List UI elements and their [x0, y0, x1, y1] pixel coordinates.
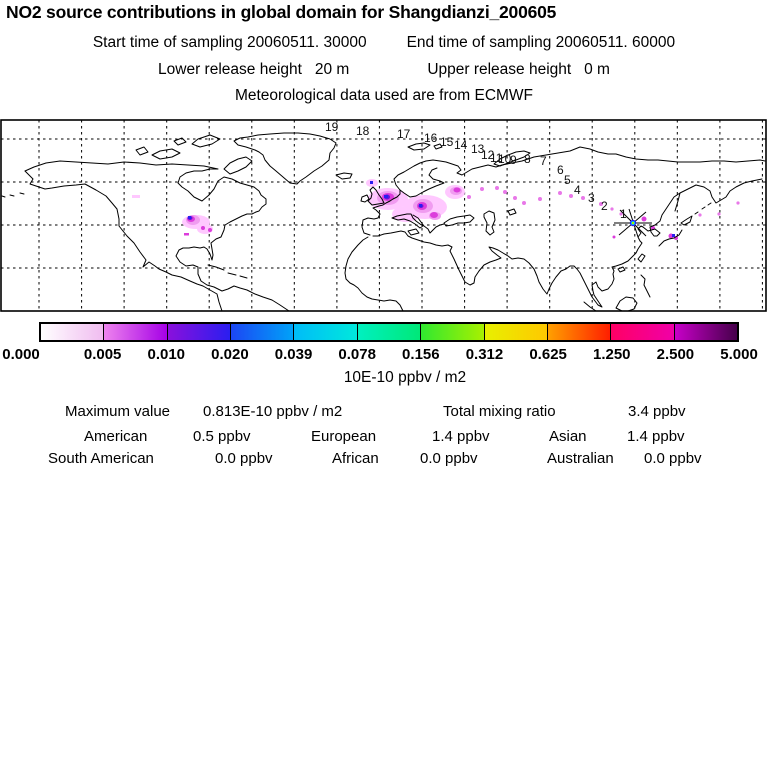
african-label: African	[332, 450, 379, 467]
colorbar-segment	[547, 324, 612, 340]
colorbar-segment	[484, 324, 548, 340]
meteo-text: Meteorological data used are from ECMWF	[234, 87, 534, 104]
african-value: 0.0 ppbv	[420, 450, 478, 467]
trajectory-hour-label: 11	[490, 151, 503, 165]
colorbar-segment	[231, 324, 295, 340]
meteo-source-line: Meteorological data used are from ECMWF	[0, 87, 768, 105]
colorbar-tick-label: 1.250	[592, 346, 631, 363]
contribution-field	[132, 179, 740, 240]
colorbar-segment	[674, 324, 737, 340]
colorbar-tick-label: 0.020	[211, 346, 249, 363]
max-value-label: Maximum value	[65, 403, 171, 420]
european-value: 1.4 ppbv	[432, 428, 490, 445]
lower-release-text: Lower release height 20 m	[158, 61, 350, 78]
trajectory-hour-label: 18	[356, 124, 370, 138]
trajectory-hour-label: 4	[574, 183, 581, 197]
colorbar-segment	[294, 324, 358, 340]
trajectory-hour-label: 6	[557, 163, 564, 177]
trajectory-hour-label: 12	[481, 148, 495, 162]
colorbar-segment	[357, 324, 422, 340]
trajectory-hour-label: 19	[325, 120, 339, 134]
colorbar-tick-label: 2.500	[656, 346, 695, 363]
total-ratio-label: Total mixing ratio	[443, 403, 556, 420]
max-value-text: 0.813E-10 ppbv / m2	[203, 403, 343, 420]
colorbar-tick-label: 0.625	[529, 346, 567, 363]
colorbar-segment	[421, 324, 485, 340]
upper-release-text: Upper release height 0 m	[427, 61, 610, 78]
map-canvas	[0, 119, 767, 312]
trajectory-hour-label: 13	[471, 142, 485, 156]
trajectory-hour-label: 3	[588, 191, 595, 205]
colorbar-tick-label: 0.000	[2, 346, 40, 363]
colorbar-tick-label: 5.000	[720, 346, 758, 363]
sampling-times-line: Start time of sampling 20060511. 30000 E…	[0, 34, 768, 52]
european-label: European	[311, 428, 377, 445]
colorbar-unit-label: 10E-10 ppbv / m2	[343, 369, 467, 386]
colorbar-segment	[167, 324, 232, 340]
colorbar-tick-label: 0.005	[83, 346, 122, 363]
map-frame	[0, 119, 767, 312]
colorbar-segment	[104, 324, 168, 340]
colorbar-segment	[41, 324, 105, 340]
colorbar-track	[39, 322, 739, 342]
trajectory-hour-label: 5	[564, 173, 571, 187]
start-time-text: Start time of sampling 20060511. 30000	[92, 34, 367, 51]
page-title: NO2 source contributions in global domai…	[6, 2, 557, 22]
colorbar-tick-label: 0.078	[338, 346, 376, 363]
south-american-label: South American	[48, 450, 154, 467]
american-label: American	[84, 428, 148, 445]
graticule	[1, 120, 766, 311]
australian-value: 0.0 ppbv	[644, 450, 702, 467]
trajectory-hour-label: 2	[601, 199, 608, 213]
colorbar-tick-label: 0.010	[147, 346, 186, 363]
trajectory-hour-label: 17	[397, 127, 411, 141]
release-heights-line: Lower release height 20 m Upper release …	[0, 61, 768, 79]
colorbar-tick-label: 0.312	[465, 346, 504, 363]
trajectory-labels: 19 18 17 16 15 14 13 12 11 10 9 8 7 6 5 4 3 2 1	[0, 0, 768, 312]
trajectory-hour-label: 14	[454, 138, 468, 152]
colorbar-tick-label: 0.039	[274, 346, 313, 363]
trajectory-hour-label: 1	[620, 207, 627, 221]
trajectory-hour-label: 9	[510, 153, 517, 167]
world-map: 19 18 17 16 15 14 13 12 11 10 9 8 7 6 5 4 3 2 1	[0, 119, 768, 312]
south-american-value: 0.0 ppbv	[215, 450, 273, 467]
trajectory-hour-label: 10	[498, 152, 512, 166]
colorbar-ticks: 0.000 0.005 0.010 0.020 0.039 0.078 0.156 0.312…	[0, 346, 768, 364]
colorbar-segment	[611, 324, 675, 340]
station-marker	[614, 208, 652, 238]
trajectory-hour-label: 8	[524, 152, 531, 166]
end-time-text: End time of sampling 20060511. 60000	[406, 34, 676, 51]
total-ratio-value: 3.4 ppbv	[628, 403, 686, 420]
coastlines	[1, 132, 766, 312]
asian-label: Asian	[549, 428, 587, 445]
asian-value: 1.4 ppbv	[627, 428, 685, 445]
colorbar-tick-label: 0.156	[402, 346, 440, 363]
australian-label: Australian	[547, 450, 614, 467]
trajectory-hour-label: 7	[540, 154, 547, 168]
trajectory-hour-label: 15	[440, 135, 454, 149]
trajectory-hour-label: 16	[424, 131, 438, 145]
american-value: 0.5 ppbv	[193, 428, 251, 445]
